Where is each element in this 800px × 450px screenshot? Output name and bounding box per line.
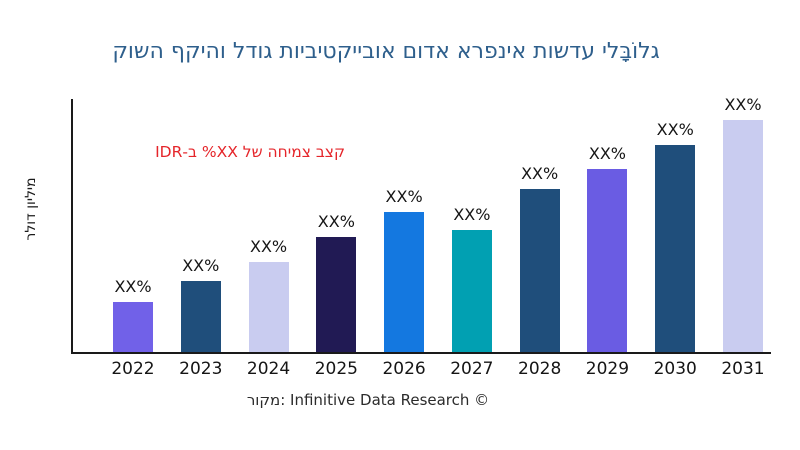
chart-title: גלוֹבָּלי עדשות אינפרא אדום אובייקטיביות… xyxy=(112,39,660,64)
bar-value-label-2023: XX% xyxy=(182,256,220,275)
bar-value-label-2022: XX% xyxy=(114,277,152,296)
bar-2022 xyxy=(113,302,153,352)
bar-2025 xyxy=(316,237,357,352)
bar-2029 xyxy=(587,169,628,352)
x-tick-label-2031: 2031 xyxy=(721,359,765,379)
bar-value-label-2030: XX% xyxy=(656,120,694,139)
x-tick-label-2029: 2029 xyxy=(585,359,630,379)
bar-2027 xyxy=(451,230,492,352)
bar-value-label-2031: XX% xyxy=(724,95,762,114)
x-tick-label-2025: 2025 xyxy=(314,359,358,379)
bar-2031 xyxy=(723,120,763,352)
bar-2023 xyxy=(180,281,221,352)
bar-2030 xyxy=(655,145,696,352)
x-tick-label-2024: 2024 xyxy=(246,359,291,379)
x-axis-spine xyxy=(71,352,771,354)
x-tick-label-2030: 2030 xyxy=(653,359,697,379)
bar-value-label-2028: XX% xyxy=(521,164,559,183)
bar-2026 xyxy=(384,212,425,352)
bar-2028 xyxy=(519,189,560,352)
y-axis-spine xyxy=(71,99,73,353)
bar-value-label-2026: XX% xyxy=(385,187,423,206)
bar-value-label-2024: XX% xyxy=(249,237,288,256)
bar-2024 xyxy=(248,262,289,352)
bar-value-label-2029: XX% xyxy=(588,144,626,163)
x-tick-label-2026: 2026 xyxy=(382,359,426,379)
x-tick-label-2028: 2028 xyxy=(518,359,562,379)
x-tick-label-2022: 2022 xyxy=(111,359,155,379)
bar-value-label-2025: XX% xyxy=(317,212,355,231)
x-tick-label-2023: 2023 xyxy=(179,359,223,379)
growth-rate-annotation: קצב צמיחה של XX% ב-IDR xyxy=(155,143,345,161)
x-tick-label-2027: 2027 xyxy=(450,359,494,379)
source-caption: מקור: Infinitive Data Research © xyxy=(246,391,490,409)
bar-value-label-2027: XX% xyxy=(453,205,491,224)
